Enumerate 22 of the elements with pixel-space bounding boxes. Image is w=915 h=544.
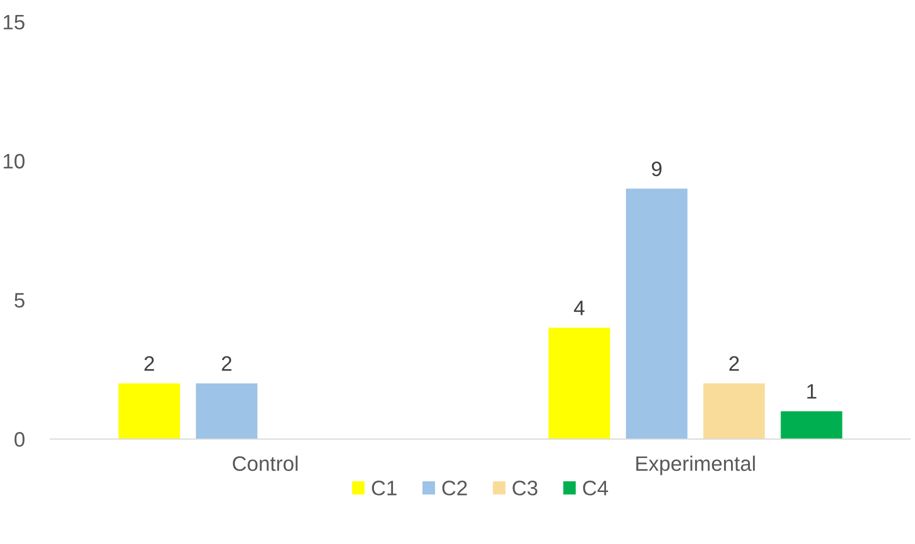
bar	[118, 383, 180, 440]
bar	[548, 328, 610, 440]
data-label: 2	[222, 356, 232, 371]
y-tick-label: 15	[4, 14, 24, 30]
data-label: 2	[729, 356, 739, 371]
legend-label: C3	[512, 480, 538, 496]
legend-label: C2	[442, 480, 467, 496]
data-label: 4	[574, 300, 584, 316]
bar	[703, 383, 765, 440]
data-label: 9	[652, 161, 662, 176]
legend-label: C4	[583, 480, 608, 496]
legend-label: C1	[372, 480, 396, 496]
x-tick-label: Control	[232, 456, 298, 471]
data-label: 2	[144, 356, 154, 371]
bar	[626, 188, 688, 440]
data-label: 1	[807, 384, 816, 399]
bar	[196, 383, 258, 440]
y-tick-label: 5	[14, 293, 24, 308]
y-tick-label: 0	[14, 432, 25, 447]
y-tick-label: 10	[4, 154, 25, 169]
x-tick-label: Experimental	[636, 456, 755, 476]
bar	[780, 411, 842, 440]
